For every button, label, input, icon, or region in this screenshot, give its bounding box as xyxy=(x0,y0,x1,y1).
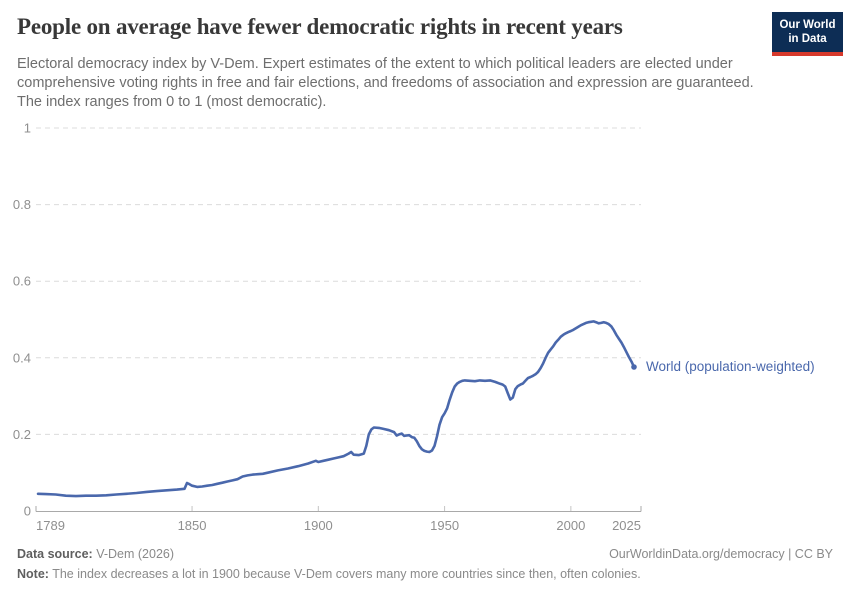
line-end-marker xyxy=(631,364,637,370)
y-axis-tick-label: 1 xyxy=(24,121,31,136)
data-source-line: Data source: V-Dem (2026) xyxy=(17,547,174,561)
x-axis-tick-label: 1789 xyxy=(36,518,65,533)
owid-logo: Our World in Data xyxy=(772,12,843,57)
y-axis-tick-label: 0.4 xyxy=(13,350,31,365)
y-axis-tick-label: 0.6 xyxy=(13,274,31,289)
x-axis-tick-label: 1900 xyxy=(304,518,333,533)
footnote-label: Note: xyxy=(17,567,49,581)
x-axis-tick-label: 1850 xyxy=(178,518,207,533)
chart-subtitle: Electoral democracy index by V-Dem. Expe… xyxy=(17,56,754,110)
owid-logo-line1: Our World xyxy=(779,19,836,31)
x-axis-tick-label: 2000 xyxy=(556,518,585,533)
x-axis-tick-label: 1950 xyxy=(430,518,459,533)
data-source-label: Data source: xyxy=(17,547,93,561)
world-line xyxy=(36,320,636,498)
y-axis-tick-label: 0.2 xyxy=(13,427,31,442)
owid-url-license: OurWorldinData.org/democracy | CC BY xyxy=(609,547,833,561)
data-source-value: V-Dem (2026) xyxy=(92,547,175,561)
owid-logo-text: Our World in Data xyxy=(772,12,843,53)
owid-logo-stripe xyxy=(772,52,843,57)
series-label: World (population-weighted) xyxy=(646,359,815,374)
footnote-value: The index decreases a lot in 1900 becaus… xyxy=(48,567,641,581)
owid-logo-line2: in Data xyxy=(788,32,827,45)
x-axis-tick-label: 2025 xyxy=(612,518,641,533)
chart-title: People on average have fewer democratic … xyxy=(17,14,623,39)
y-axis-tick-label: 0 xyxy=(24,504,31,519)
y-axis-tick-label: 0.8 xyxy=(13,197,31,212)
footnote-line: Note: The index decreases a lot in 1900 … xyxy=(17,567,641,581)
